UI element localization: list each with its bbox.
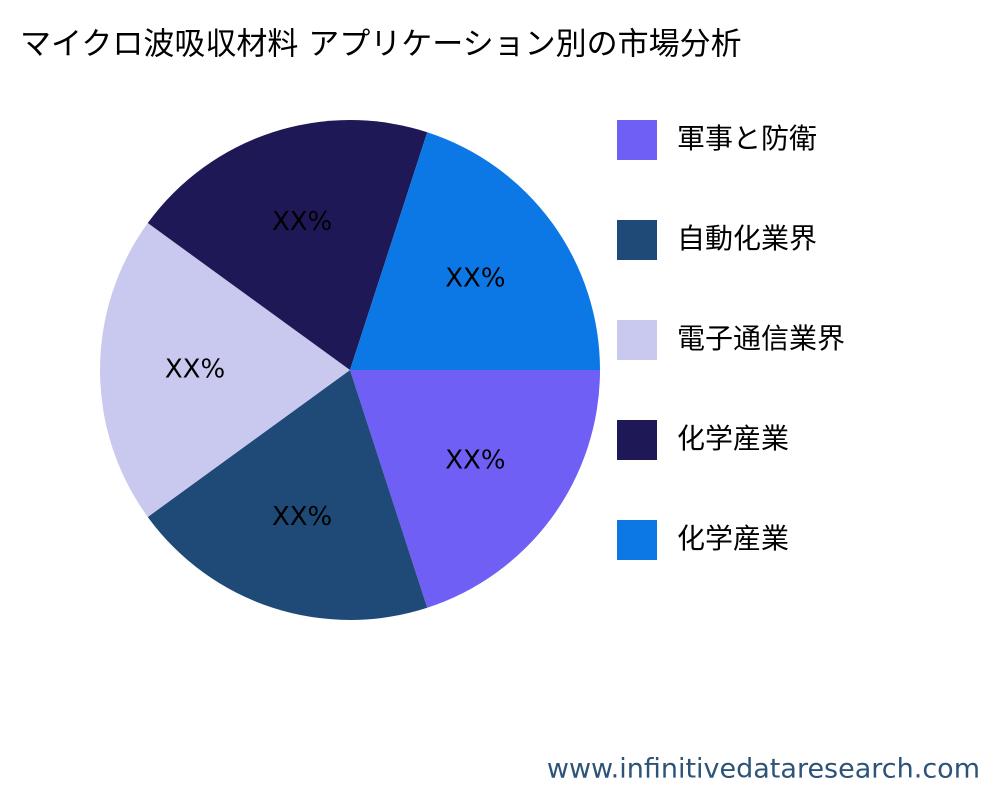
legend-swatch xyxy=(617,120,657,160)
legend-swatch xyxy=(617,520,657,560)
pie-slice xyxy=(100,223,350,517)
legend-swatch xyxy=(617,220,657,260)
pie-slice xyxy=(350,370,600,608)
slice-label: XX% xyxy=(272,207,332,237)
legend-label: 自動化業界 xyxy=(677,222,817,255)
chart-title: マイクロ波吸収材料 アプリケーション別の市場分析 xyxy=(20,27,742,63)
legend-label: 軍事と防衛 xyxy=(677,122,817,155)
pie-slice xyxy=(147,370,428,620)
slice-label: XX% xyxy=(445,263,505,293)
pie-slice xyxy=(147,120,428,370)
pie-slice xyxy=(350,132,600,370)
slice-label: XX% xyxy=(445,446,505,476)
legend-swatch xyxy=(617,320,657,360)
legend-swatch xyxy=(617,420,657,460)
slice-label: XX% xyxy=(165,355,225,385)
watermark: www.infinitivedataresearch.com xyxy=(547,754,980,785)
legend-label: 化学産業 xyxy=(677,422,789,455)
legend-label: 化学産業 xyxy=(677,522,789,555)
slice-label: XX% xyxy=(272,502,332,532)
legend-label: 電子通信業界 xyxy=(677,322,845,355)
